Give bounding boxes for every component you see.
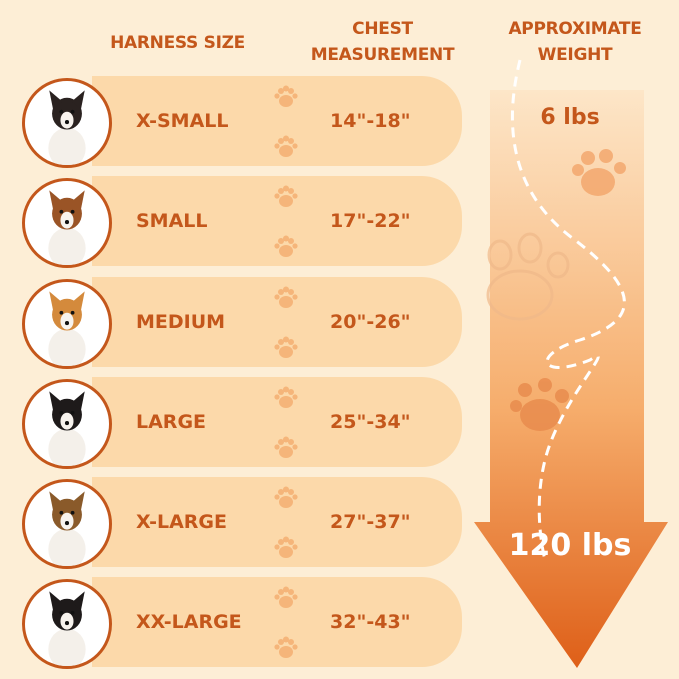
header-approximate-weight: APPROXIMATE WEIGHT [490, 16, 660, 68]
paw-icon [272, 232, 300, 260]
dog-photo-bernese-mountain-dog [22, 579, 112, 669]
size-label: MEDIUM [136, 311, 226, 333]
paw-icon [272, 182, 300, 210]
chest-measurement: 25"-34" [330, 411, 411, 433]
size-row-xx-large: XX-LARGE 32"-43" [92, 577, 462, 667]
size-label: X-LARGE [136, 511, 228, 533]
dog-photo-jack-russell [22, 178, 112, 268]
header-chest-line1: CHEST [352, 19, 413, 39]
arrow-shape [474, 90, 668, 668]
paw-icon [272, 132, 300, 160]
size-row-large: LARGE 25"-34" [92, 377, 462, 467]
size-label: SMALL [136, 210, 208, 232]
weight-max-label: 120 lbs [508, 528, 632, 563]
chest-measurement: 20"-26" [330, 311, 411, 333]
size-label: X-SMALL [136, 110, 229, 132]
paw-icon [272, 283, 300, 311]
header-harness-size: HARNESS SIZE [110, 33, 245, 53]
paw-icon [272, 333, 300, 361]
paw-icon [272, 583, 300, 611]
chest-measurement: 27"-37" [330, 511, 411, 533]
paw-icon [272, 383, 300, 411]
dog-photo-papillon [22, 78, 112, 168]
paw-icon [272, 533, 300, 561]
dog-photo-corgi [22, 279, 112, 369]
size-label: XX-LARGE [136, 611, 242, 633]
paw-outline-icon [486, 232, 570, 321]
size-row-x-large: X-LARGE 27"-37" [92, 477, 462, 567]
size-label: LARGE [136, 411, 207, 433]
paw-icon [272, 633, 300, 661]
header-chest-measurement: CHEST MEASUREMENT [290, 16, 475, 68]
paw-icon [272, 82, 300, 110]
weight-min-label: 6 lbs [540, 105, 600, 130]
dog-photo-german-shepherd [22, 479, 112, 569]
size-row-x-small: X-SMALL 14"-18" [92, 76, 462, 166]
size-row-medium: MEDIUM 20"-26" [92, 277, 462, 367]
chest-measurement: 14"-18" [330, 110, 411, 132]
chest-measurement: 32"-43" [330, 611, 411, 633]
paw-icon [272, 483, 300, 511]
header-chest-line2: MEASUREMENT [310, 45, 455, 65]
size-row-small: SMALL 17"-22" [92, 176, 462, 266]
paw-icon [272, 433, 300, 461]
dog-photo-border-collie [22, 379, 112, 469]
header-weight-line2: WEIGHT [537, 45, 613, 65]
header-weight-line1: APPROXIMATE [508, 19, 642, 39]
paw-print-icon [510, 378, 569, 431]
dashed-path [510, 59, 626, 561]
chest-measurement: 17"-22" [330, 210, 411, 232]
paw-print-icon [572, 149, 626, 196]
